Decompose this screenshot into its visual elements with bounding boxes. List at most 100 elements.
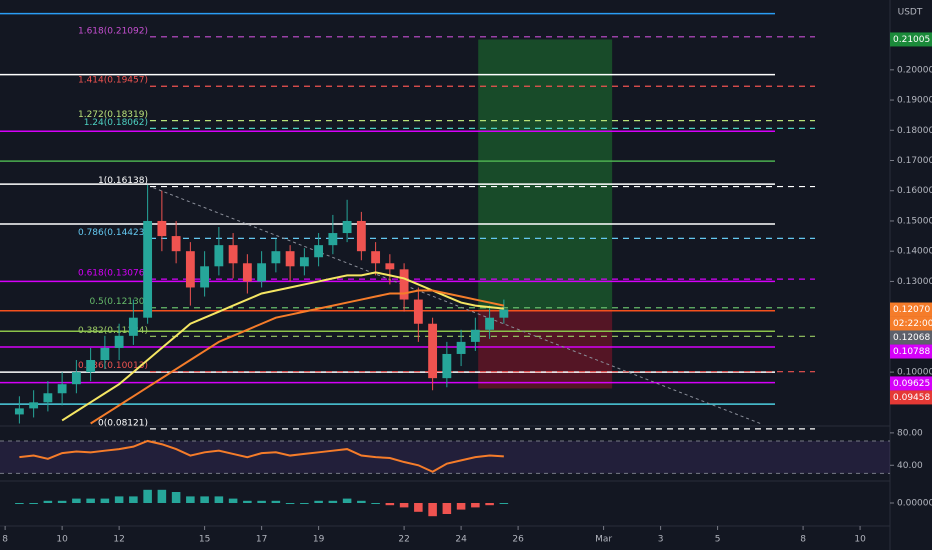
candle-body <box>470 329 480 342</box>
candle-body <box>314 245 324 258</box>
fib-label: 0.786(0.14423) <box>78 228 148 238</box>
rsi-band <box>0 440 890 474</box>
macd-bar <box>357 500 366 503</box>
candle-body <box>271 251 281 264</box>
candle-body <box>100 347 110 361</box>
candle-body <box>356 220 366 252</box>
candle-body <box>14 408 24 415</box>
candle-body <box>371 251 381 264</box>
macd-bar <box>471 503 480 508</box>
macd-bar <box>414 503 423 512</box>
candle-body <box>285 251 295 267</box>
fib-label: 0.5(0.12130) <box>89 297 148 307</box>
x-tick-label: 12 <box>113 535 124 545</box>
macd-bar <box>456 503 466 510</box>
candle-body <box>328 233 338 246</box>
macd-bar <box>15 503 24 504</box>
candle-body <box>342 220 352 234</box>
candle-body <box>456 341 466 354</box>
candle-body <box>157 220 167 237</box>
price-tag <box>890 390 932 405</box>
fib-label: 1.272(0.18319) <box>78 110 148 120</box>
price-tag <box>890 32 932 47</box>
candle-body <box>128 317 138 336</box>
macd-bar <box>300 503 309 504</box>
price-tag <box>890 302 932 317</box>
candle-body <box>200 266 210 288</box>
rsi-tick-label: 80.00 <box>897 428 923 438</box>
y-tick-label: 0.20000 <box>897 65 932 75</box>
fib-label: 0.382(0.11184) <box>78 326 148 336</box>
macd-bar <box>171 492 181 503</box>
macd-bar <box>371 503 380 504</box>
macd-bar <box>385 503 395 506</box>
candle-body <box>428 323 438 379</box>
candle-body <box>257 263 267 282</box>
macd-bar <box>342 498 352 503</box>
fib-label: 0(0.08121) <box>98 418 148 428</box>
macd-bar <box>86 498 95 503</box>
macd-bar <box>485 503 494 506</box>
rsi-line <box>19 439 504 473</box>
price-tag-label: 02:22:00 <box>893 319 932 329</box>
macd-bar <box>243 500 252 503</box>
fib-label: 1(0.16138) <box>98 176 148 186</box>
fib-label: 1.414(0.19457) <box>78 76 148 86</box>
price-tag-label: 0.09458 <box>893 393 930 403</box>
moving-average <box>90 289 505 425</box>
x-tick-label: 3 <box>658 535 664 545</box>
price-tag-label: 0.10788 <box>893 347 930 357</box>
x-tick-label: 10 <box>854 535 866 545</box>
macd-bar <box>314 500 323 503</box>
macd-bar <box>186 496 195 503</box>
price-tag-label: 0.12070 <box>893 305 930 315</box>
macd-bar <box>157 489 167 503</box>
macd-bar <box>428 503 437 517</box>
x-tick-label: 15 <box>199 535 210 545</box>
candle-body <box>413 299 423 324</box>
x-tick-label: 8 <box>800 535 806 545</box>
y-tick-label: 0.15000 <box>897 216 932 226</box>
candle-body <box>442 353 452 379</box>
rsi-tick-label: 40.00 <box>897 461 923 471</box>
target-zone <box>478 39 613 310</box>
candle-body <box>43 393 53 403</box>
y-tick-label: 0.16000 <box>897 186 932 196</box>
macd-bar <box>100 498 110 503</box>
macd-bar <box>43 500 53 503</box>
price-tag-label: 0.12068 <box>893 333 930 343</box>
price-tag-label: 0.21005 <box>893 35 930 45</box>
macd-bar <box>72 498 81 503</box>
price-tag <box>890 376 932 391</box>
x-tick-label: 8 <box>2 535 8 545</box>
x-tick-label: 19 <box>313 535 325 545</box>
x-tick-label: 5 <box>715 535 721 545</box>
macd-bar <box>29 503 38 504</box>
x-tick-label: 10 <box>56 535 68 545</box>
candle-body <box>242 263 252 282</box>
candle-body <box>71 372 81 385</box>
stop-zone <box>478 309 613 389</box>
macd-bar <box>214 496 224 503</box>
macd-bar <box>228 498 238 503</box>
x-tick-label: Mar <box>595 535 612 545</box>
macd-bar <box>328 500 338 503</box>
x-tick-label: 17 <box>256 535 267 545</box>
candle-body <box>185 251 195 288</box>
price-tag <box>890 330 932 345</box>
candle-body <box>228 245 238 264</box>
x-tick-label: 22 <box>398 535 409 545</box>
fib-label: 1.24(0.18062) <box>84 118 148 128</box>
price-tag <box>890 344 932 359</box>
macd-tick-label: 0.00000 <box>897 499 932 509</box>
candle-body <box>171 236 181 252</box>
macd-bar <box>399 503 409 508</box>
moving-average <box>61 271 504 422</box>
macd-bar <box>499 503 509 504</box>
candle-body <box>485 317 495 330</box>
candle-body <box>29 402 39 409</box>
fib-label: 0.236(0.10013) <box>78 361 148 371</box>
candle-body <box>57 384 67 394</box>
